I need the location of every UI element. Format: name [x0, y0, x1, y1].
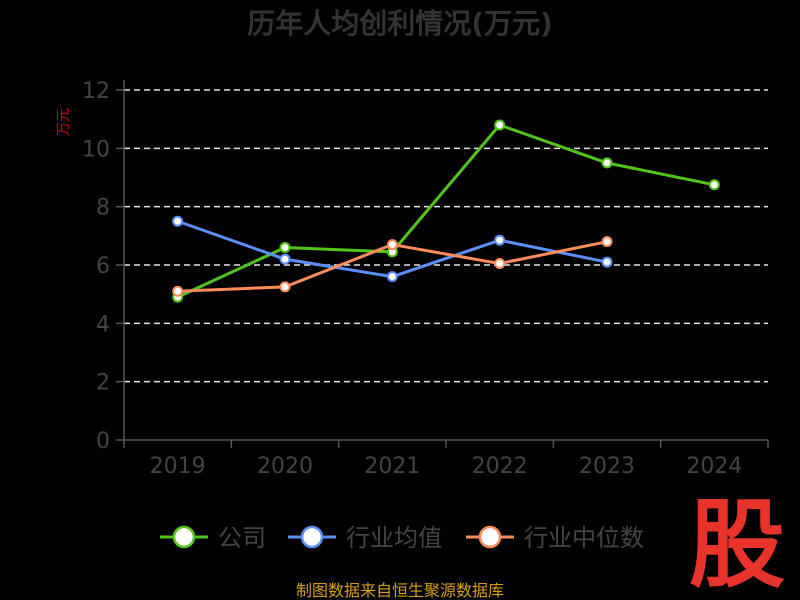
x-tick-label: 2022 [472, 454, 528, 479]
y-tick-label: 12 [82, 79, 110, 104]
legend-item[interactable]: 行业中位数 [466, 524, 644, 552]
data-point[interactable] [708, 179, 720, 191]
series-3 [172, 236, 613, 297]
data-point[interactable] [601, 157, 613, 169]
logo-mark: 股 [689, 489, 785, 600]
legend-marker [172, 525, 196, 549]
data-point[interactable] [172, 215, 184, 227]
legend-item[interactable]: 公司 [160, 524, 266, 552]
x-tick-label: 2020 [257, 454, 313, 479]
series-1 [172, 119, 720, 303]
data-point[interactable] [386, 239, 398, 251]
y-tick-label: 0 [96, 429, 110, 454]
chart-title: 历年人均创利情况(万元) [247, 7, 553, 40]
data-point[interactable] [279, 253, 291, 265]
grid-lines [124, 89, 768, 383]
data-point[interactable] [601, 236, 613, 248]
legend-label: 行业均值 [346, 524, 442, 552]
x-tick-label: 2021 [364, 454, 420, 479]
legend-item[interactable]: 行业均值 [288, 524, 442, 552]
x-tick-label: 2023 [579, 454, 635, 479]
source-note: 制图数据来自恒生聚源数据库 [296, 581, 504, 600]
data-point[interactable] [386, 271, 398, 283]
legend-label: 行业中位数 [524, 524, 644, 552]
y-tick-label: 8 [96, 196, 110, 221]
legend-marker [300, 525, 324, 549]
y-tick-label: 10 [82, 137, 110, 162]
series-line [177, 123, 715, 299]
data-point[interactable] [279, 281, 291, 293]
y-axis-unit: 万元 [56, 108, 72, 136]
data-point[interactable] [494, 234, 506, 246]
y-tick-label: 2 [96, 371, 110, 396]
data-point[interactable] [279, 242, 291, 253]
x-tick-labels: 2019 2020 2021 2022 2023 2024 [123, 440, 769, 479]
series-2 [172, 215, 613, 283]
data-point[interactable] [172, 285, 184, 297]
data-point[interactable] [494, 258, 506, 270]
legend[interactable]: 公司 行业均值 行业中位数 [160, 524, 644, 552]
legend-marker [478, 525, 502, 549]
x-tick-label: 2019 [150, 454, 206, 479]
data-point[interactable] [494, 119, 506, 131]
legend-label: 公司 [218, 524, 266, 552]
y-tick-label: 4 [96, 312, 110, 337]
y-tick-label: 6 [96, 254, 110, 279]
x-tick-label: 2024 [686, 454, 742, 479]
y-tick-labels: 0 2 4 6 8 10 12 [82, 79, 124, 454]
series-lines [172, 119, 720, 303]
data-point[interactable] [601, 256, 613, 268]
